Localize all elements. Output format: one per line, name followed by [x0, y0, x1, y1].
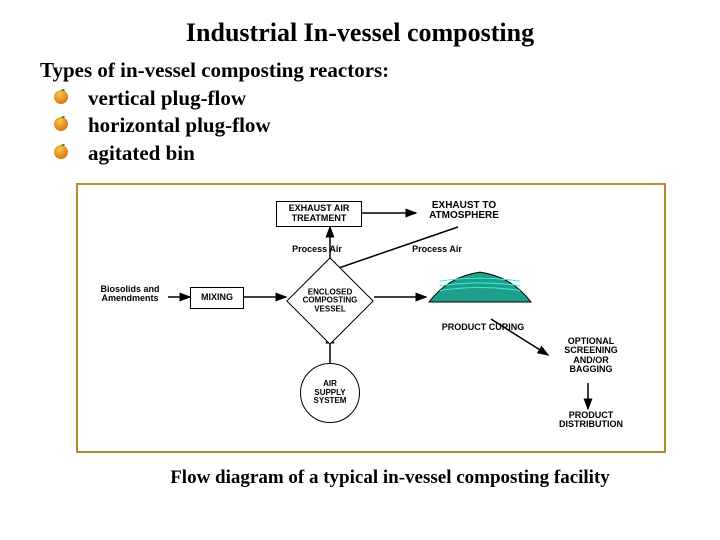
bullet-item: horizontal plug-flow — [52, 112, 720, 139]
subtitle: Types of in-vessel composting reactors: — [0, 58, 720, 85]
bullet-label: horizontal plug-flow — [88, 112, 271, 139]
node-exhaust_treat: EXHAUST AIR TREATMENT — [276, 201, 362, 227]
label-exhaust_atm: EXHAUST TO ATMOSPHERE — [414, 201, 514, 222]
caption: Flow diagram of a typical in-vessel comp… — [0, 453, 720, 489]
fruit-icon — [52, 112, 70, 139]
fruit-icon — [52, 140, 70, 167]
node-air_supply: AIR SUPPLY SYSTEM — [300, 363, 360, 423]
bullet-item: agitated bin — [52, 140, 720, 167]
bullet-label: vertical plug-flow — [88, 85, 246, 112]
node-pile — [427, 268, 533, 308]
label-biosolids: Biosolids and Amendments — [90, 285, 170, 304]
bullet-item: vertical plug-flow — [52, 85, 720, 112]
bullet-list: vertical plug-flow horizontal plug-flow … — [0, 85, 720, 167]
flow-diagram: Biosolids and Amendments MIXING EXHAUST AI… — [76, 183, 666, 453]
bullet-label: agitated bin — [88, 140, 195, 167]
page-title: Industrial In-vessel composting — [0, 0, 720, 58]
node-mixing: MIXING — [190, 287, 244, 309]
label-process_air_r: Process Air — [404, 245, 470, 254]
fruit-icon — [52, 85, 70, 112]
label-product_curing: PRODUCT CURING — [428, 323, 538, 332]
label-process_air_l: Process Air — [284, 245, 350, 254]
label-distribution: PRODUCT DISTRIBUTION — [538, 411, 644, 430]
label-screening: OPTIONAL SCREENING AND/OR BAGGING — [546, 337, 636, 375]
